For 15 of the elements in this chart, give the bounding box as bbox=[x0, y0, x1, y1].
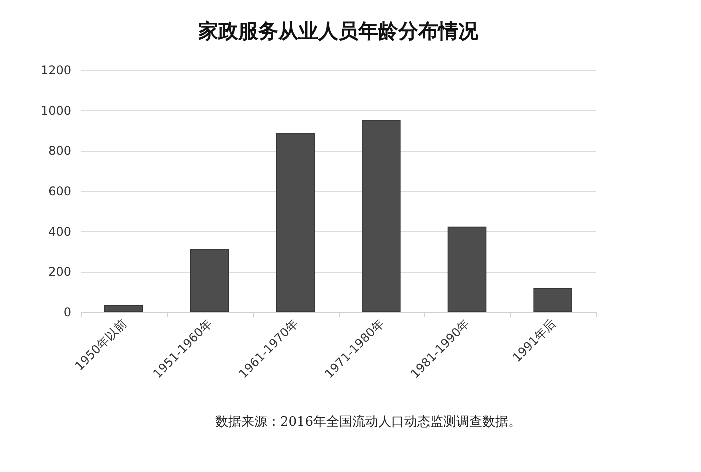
y-tick-label: 800 bbox=[48, 144, 72, 158]
y-tick-label: 200 bbox=[48, 265, 72, 280]
bar bbox=[276, 133, 315, 312]
bar bbox=[362, 120, 401, 312]
y-tick-label: 600 bbox=[48, 184, 72, 198]
y-tick-label: 1000 bbox=[40, 104, 72, 118]
bar bbox=[190, 249, 230, 312]
bar bbox=[104, 306, 144, 312]
y-tick-label: 0 bbox=[64, 306, 72, 320]
y-tick-label: 1200 bbox=[40, 64, 72, 78]
chart-title: 家政服务从业人员年龄分布情况 bbox=[198, 19, 480, 43]
source-note: 数据来源：2016年全国流动人口动态监测调查数据。 bbox=[215, 414, 522, 430]
bar bbox=[448, 226, 487, 312]
y-tick-label: 400 bbox=[48, 224, 72, 239]
bar bbox=[534, 288, 572, 312]
